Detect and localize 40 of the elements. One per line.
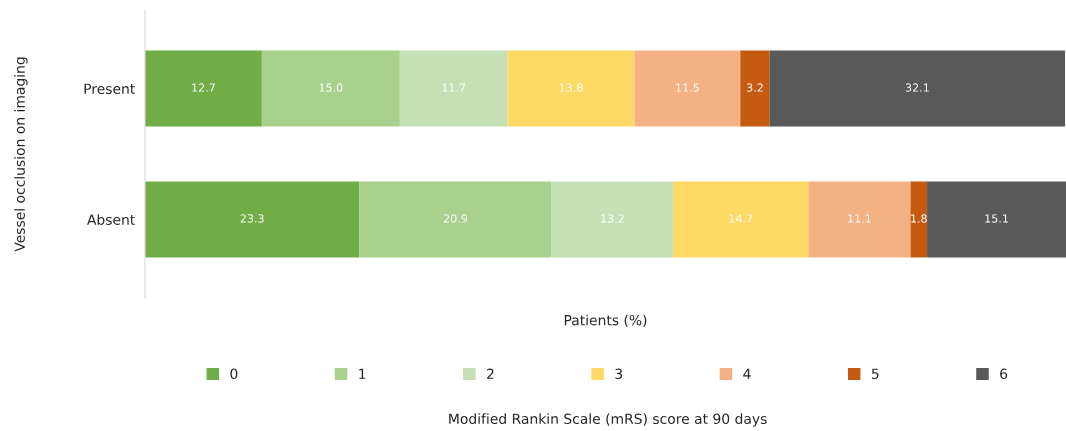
- data-label: 1.8: [911, 214, 927, 223]
- legend-label: 1: [359, 368, 366, 379]
- y-tick-label: Absent: [87, 214, 135, 225]
- y-axis-title: Vessel occlusion on imaging: [14, 57, 28, 252]
- bar: [673, 181, 809, 258]
- bar: [808, 181, 911, 258]
- y-tick-label: Present: [84, 83, 135, 95]
- data-label: 23.3: [240, 214, 264, 223]
- bar: [145, 181, 360, 258]
- legend-title: Modified Rankin Scale (mRS) score at 90 days: [449, 413, 767, 427]
- data-label: 15.1: [985, 214, 1008, 223]
- bar: [145, 50, 262, 127]
- data-label: 32.1: [905, 83, 929, 92]
- data-label: 13.8: [559, 83, 583, 92]
- legend-label: 3: [615, 368, 623, 380]
- data-label: 11.1: [848, 214, 871, 223]
- bar: [927, 181, 1066, 258]
- data-label: 11.5: [676, 83, 699, 92]
- bar: [507, 50, 635, 127]
- bar: [910, 181, 928, 258]
- bar: [769, 50, 1066, 127]
- data-label: 12.7: [192, 83, 215, 92]
- legend-label: 0: [230, 368, 238, 380]
- legend-label: 5: [871, 368, 879, 380]
- bar: [634, 50, 741, 127]
- x-axis-title: Patients (%): [564, 314, 647, 328]
- bar: [399, 50, 508, 127]
- bar: [359, 181, 552, 258]
- data-label: 13.2: [601, 214, 624, 223]
- bar: [261, 50, 400, 127]
- data-label: 15.0: [319, 83, 343, 92]
- bar: [740, 50, 770, 127]
- data-label: 3.2: [747, 83, 763, 92]
- legend-label: 6: [1000, 368, 1008, 380]
- data-label: 20.9: [443, 214, 468, 223]
- legend-label: 2: [487, 368, 494, 379]
- data-label: 11.7: [442, 83, 466, 92]
- legend-label: 4: [743, 368, 751, 379]
- data-label: 14.7: [729, 214, 753, 223]
- bar: [551, 181, 674, 258]
